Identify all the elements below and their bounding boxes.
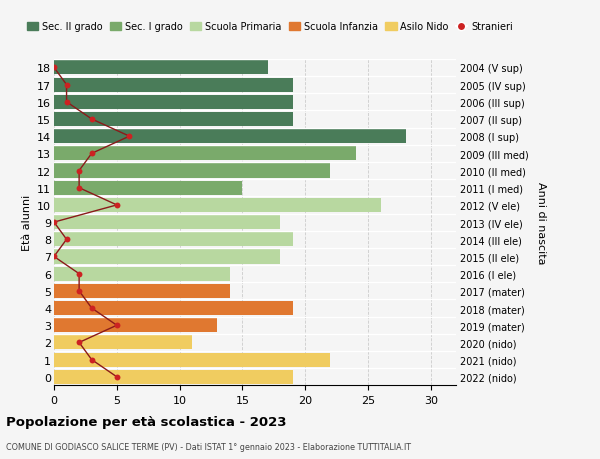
Y-axis label: Anni di nascita: Anni di nascita bbox=[536, 181, 545, 264]
Bar bbox=[54, 336, 192, 350]
Point bbox=[87, 305, 97, 312]
Point bbox=[74, 270, 84, 278]
Bar bbox=[54, 78, 293, 92]
Text: COMUNE DI GODIASCO SALICE TERME (PV) - Dati ISTAT 1° gennaio 2023 - Elaborazione: COMUNE DI GODIASCO SALICE TERME (PV) - D… bbox=[6, 442, 411, 451]
Point bbox=[62, 236, 71, 243]
Bar bbox=[54, 370, 293, 384]
Bar bbox=[54, 267, 230, 281]
Point bbox=[49, 65, 59, 72]
Bar bbox=[54, 61, 268, 75]
Bar bbox=[54, 233, 293, 247]
Bar bbox=[54, 250, 280, 264]
Point bbox=[49, 219, 59, 226]
Bar bbox=[54, 164, 331, 178]
Bar bbox=[54, 130, 406, 144]
Bar bbox=[54, 95, 293, 110]
Point bbox=[87, 151, 97, 158]
Text: Popolazione per età scolastica - 2023: Popolazione per età scolastica - 2023 bbox=[6, 415, 287, 428]
Bar bbox=[54, 112, 293, 127]
Point bbox=[62, 99, 71, 106]
Bar bbox=[54, 147, 355, 161]
Bar bbox=[54, 198, 380, 213]
Point bbox=[74, 168, 84, 175]
Point bbox=[112, 202, 122, 209]
Point bbox=[112, 373, 122, 381]
Point bbox=[74, 339, 84, 347]
Point bbox=[62, 82, 71, 89]
Bar bbox=[54, 216, 280, 230]
Point bbox=[87, 116, 97, 123]
Bar bbox=[54, 284, 230, 298]
Point bbox=[125, 133, 134, 140]
Bar bbox=[54, 319, 217, 333]
Y-axis label: Età alunni: Età alunni bbox=[22, 195, 32, 251]
Bar bbox=[54, 181, 242, 196]
Bar bbox=[54, 353, 331, 367]
Point bbox=[49, 253, 59, 261]
Point bbox=[112, 322, 122, 329]
Legend: Sec. II grado, Sec. I grado, Scuola Primaria, Scuola Infanzia, Asilo Nido, Stran: Sec. II grado, Sec. I grado, Scuola Prim… bbox=[27, 22, 513, 32]
Point bbox=[74, 287, 84, 295]
Bar bbox=[54, 302, 293, 315]
Point bbox=[87, 356, 97, 364]
Point bbox=[74, 185, 84, 192]
